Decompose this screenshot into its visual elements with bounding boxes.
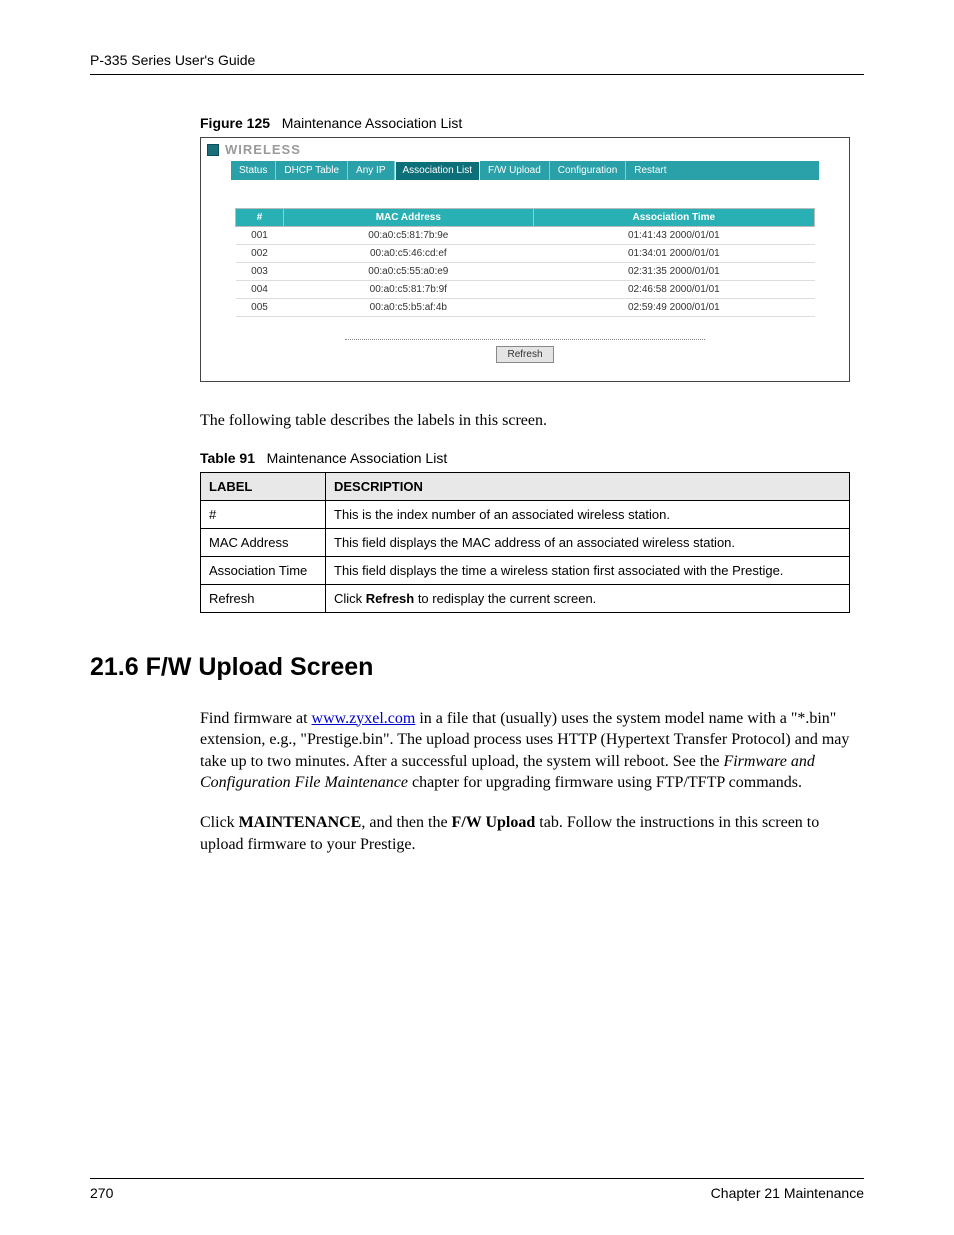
cell-mac: 00:a0:c5:81:7b:9e xyxy=(284,227,534,245)
cell-time: 01:34:01 2000/01/01 xyxy=(533,245,814,263)
tab-restart[interactable]: Restart xyxy=(626,161,674,180)
zyxel-link[interactable]: www.zyxel.com xyxy=(312,710,416,727)
tab-any-ip[interactable]: Any IP xyxy=(348,161,394,180)
desc-label: # xyxy=(201,500,326,528)
desc-text-pre: Click xyxy=(334,591,366,606)
cell-time: 02:46:58 2000/01/01 xyxy=(533,281,814,299)
tab-fw-upload[interactable]: F/W Upload xyxy=(480,161,550,180)
desc-label: Refresh xyxy=(201,584,326,612)
association-table: # MAC Address Association Time 001 00:a0… xyxy=(235,208,815,317)
desc-text: Click Refresh to redisplay the current s… xyxy=(326,584,850,612)
cell-num: 005 xyxy=(236,299,284,317)
tab-association-list[interactable]: Association List xyxy=(395,161,480,180)
cell-mac: 00:a0:c5:55:a0:e9 xyxy=(284,263,534,281)
desc-col-description: DESCRIPTION xyxy=(326,472,850,500)
table-row: # This is the index number of an associa… xyxy=(201,500,850,528)
table-row: 002 00:a0:c5:46:cd:ef 01:34:01 2000/01/0… xyxy=(236,245,815,263)
para1-pre: Find firmware at xyxy=(200,710,312,727)
running-header: P-335 Series User's Guide xyxy=(90,52,864,75)
cell-mac: 00:a0:c5:81:7b:9f xyxy=(284,281,534,299)
para2-c: , and then the xyxy=(361,814,451,831)
table-label: Table 91 xyxy=(200,450,255,466)
cell-num: 004 xyxy=(236,281,284,299)
chapter-label: Chapter 21 Maintenance xyxy=(711,1185,864,1201)
col-header-time: Association Time xyxy=(533,209,814,227)
para2-b1: MAINTENANCE xyxy=(239,814,362,831)
description-table: LABEL DESCRIPTION # This is the index nu… xyxy=(200,472,850,613)
table-row: Association Time This field displays the… xyxy=(201,556,850,584)
panel-square-icon xyxy=(207,144,219,156)
page-number: 270 xyxy=(90,1185,113,1201)
section-para-1: Find firmware at www.zyxel.com in a file… xyxy=(200,708,864,794)
tab-status[interactable]: Status xyxy=(231,161,276,180)
figure-caption: Figure 125 Maintenance Association List xyxy=(200,115,864,131)
cell-time: 01:41:43 2000/01/01 xyxy=(533,227,814,245)
table-title: Maintenance Association List xyxy=(267,450,448,466)
para2-a: Click xyxy=(200,814,239,831)
table-row: Refresh Click Refresh to redisplay the c… xyxy=(201,584,850,612)
cell-time: 02:59:49 2000/01/01 xyxy=(533,299,814,317)
table-caption: Table 91 Maintenance Association List xyxy=(200,450,864,466)
wireless-screenshot: WIRELESS Status DHCP Table Any IP Associ… xyxy=(200,137,850,382)
tab-configuration[interactable]: Configuration xyxy=(550,161,626,180)
table-row: 005 00:a0:c5:b5:af:4b 02:59:49 2000/01/0… xyxy=(236,299,815,317)
desc-text-bold: Refresh xyxy=(366,591,414,606)
cell-num: 002 xyxy=(236,245,284,263)
col-header-num: # xyxy=(236,209,284,227)
section-para-2: Click MAINTENANCE, and then the F/W Uplo… xyxy=(200,812,864,855)
desc-text: This field displays the time a wireless … xyxy=(326,556,850,584)
cell-time: 02:31:35 2000/01/01 xyxy=(533,263,814,281)
para1-post-b: chapter for upgrading firmware using FTP… xyxy=(408,774,802,791)
para2-b2: F/W Upload xyxy=(452,814,536,831)
col-header-mac: MAC Address xyxy=(284,209,534,227)
cell-mac: 00:a0:c5:46:cd:ef xyxy=(284,245,534,263)
desc-label: Association Time xyxy=(201,556,326,584)
desc-text-post: to redisplay the current screen. xyxy=(414,591,596,606)
desc-text: This is the index number of an associate… xyxy=(326,500,850,528)
cell-mac: 00:a0:c5:b5:af:4b xyxy=(284,299,534,317)
figure-title: Maintenance Association List xyxy=(282,115,463,131)
intro-paragraph: The following table describes the labels… xyxy=(200,410,864,432)
figure-label: Figure 125 xyxy=(200,115,270,131)
refresh-button[interactable]: Refresh xyxy=(496,346,553,363)
cell-num: 003 xyxy=(236,263,284,281)
cell-num: 001 xyxy=(236,227,284,245)
table-row: 003 00:a0:c5:55:a0:e9 02:31:35 2000/01/0… xyxy=(236,263,815,281)
tab-dhcp-table[interactable]: DHCP Table xyxy=(276,161,348,180)
desc-label: MAC Address xyxy=(201,528,326,556)
tab-bar: Status DHCP Table Any IP Association Lis… xyxy=(231,161,819,180)
divider-dots xyxy=(345,339,705,340)
panel-title: WIRELESS xyxy=(225,142,301,157)
section-heading: 21.6 F/W Upload Screen xyxy=(90,653,864,682)
desc-col-label: LABEL xyxy=(201,472,326,500)
page-footer: 270 Chapter 21 Maintenance xyxy=(90,1178,864,1201)
table-row: MAC Address This field displays the MAC … xyxy=(201,528,850,556)
table-row: 004 00:a0:c5:81:7b:9f 02:46:58 2000/01/0… xyxy=(236,281,815,299)
table-row: 001 00:a0:c5:81:7b:9e 01:41:43 2000/01/0… xyxy=(236,227,815,245)
desc-text: This field displays the MAC address of a… xyxy=(326,528,850,556)
